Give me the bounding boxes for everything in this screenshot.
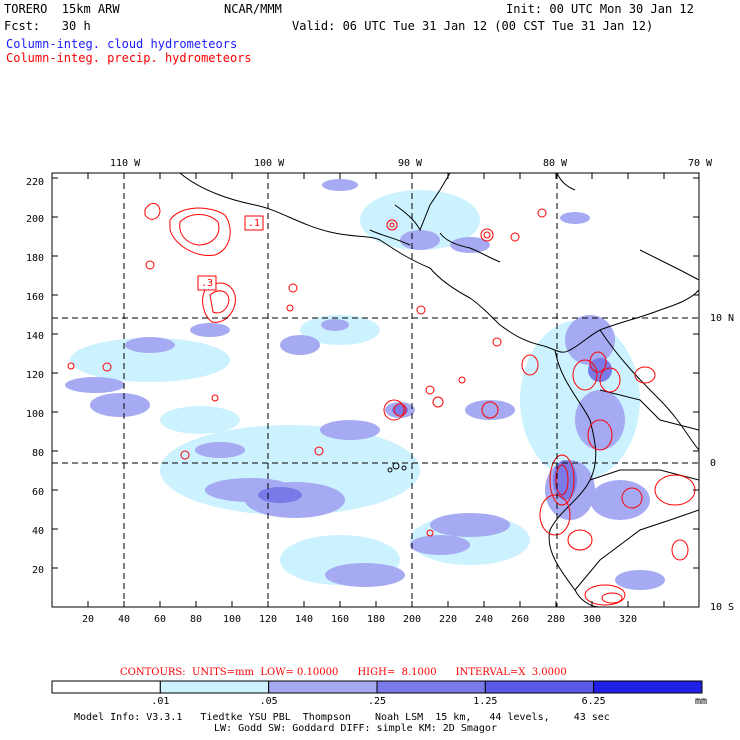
init-time: Init: 00 UTC Mon 30 Jan 12 xyxy=(506,2,694,16)
y-tick-label: 220 xyxy=(26,177,45,188)
lon-label-80w: 80 W xyxy=(543,158,568,169)
colorbar-label: .25 xyxy=(367,696,387,707)
precip-contours xyxy=(67,203,696,606)
box-label-1: .1 xyxy=(248,218,261,229)
colorbar-units: mm xyxy=(695,696,708,707)
x-tick-label: 240 xyxy=(475,614,494,625)
physics-info: LW: Godd SW: Goddard DIFF: simple KM: 2D… xyxy=(214,723,497,734)
colorbar-label: 1.25 xyxy=(473,696,498,707)
lon-label-110w: 110 W xyxy=(110,158,141,169)
x-tick-label: 100 xyxy=(223,614,242,625)
forecast-hour: Fcst: 30 h xyxy=(4,19,91,33)
contour-box-marker xyxy=(197,275,217,291)
y-tick-label: 60 xyxy=(32,487,45,498)
y-tick-label: 40 xyxy=(32,526,45,537)
model-info: Model Info: V3.3.1 Tiedtke YSU PBL Thomp… xyxy=(74,712,610,723)
colorbar-swatch xyxy=(376,680,486,694)
colorbar-label: .01 xyxy=(151,696,170,707)
x-tick-label: 160 xyxy=(331,614,350,625)
y-tick-label: 20 xyxy=(32,565,45,576)
lat-label-0: 0 xyxy=(710,458,717,469)
contour-info: CONTOURS: UNITS=mm LOW= 0.10000 HIGH= 8.… xyxy=(120,667,567,678)
lat-lon-grid xyxy=(52,173,699,607)
center-label: NCAR/MMM xyxy=(224,2,282,16)
contour-box-marker xyxy=(244,215,264,231)
box-label-3: .3 xyxy=(201,278,214,289)
y-tick-label: 180 xyxy=(26,253,45,264)
x-tick-label: 280 xyxy=(547,614,566,625)
x-tick-label: 300 xyxy=(583,614,602,625)
lat-label-10s: 10 S xyxy=(710,602,735,613)
x-tick-label: 200 xyxy=(403,614,422,625)
colorbar-swatch xyxy=(593,680,703,694)
x-tick-label: 220 xyxy=(439,614,458,625)
x-tick-label: 120 xyxy=(259,614,278,625)
model-title: TORERO 15km ARW xyxy=(4,2,120,16)
y-tick-label: 160 xyxy=(26,292,45,303)
axis-ticks xyxy=(51,173,699,608)
legend-precip-hydrometeors: Column-integ. precip. hydrometeors xyxy=(6,51,252,65)
x-tick-label: 80 xyxy=(190,614,203,625)
colorbar-swatch xyxy=(268,680,378,694)
lon-label-100w: 100 W xyxy=(254,158,285,169)
map-field xyxy=(52,173,699,607)
colorbar-swatch xyxy=(484,680,595,694)
y-tick-label: 120 xyxy=(26,370,45,381)
colorbar-swatch xyxy=(51,680,161,694)
legend-cloud-hydrometeors: Column-integ. cloud hydrometeors xyxy=(6,37,238,51)
coastlines xyxy=(179,173,699,607)
y-tick-label: 80 xyxy=(32,448,45,459)
x-tick-label: 40 xyxy=(118,614,131,625)
colorbar-label: 6.25 xyxy=(581,696,606,707)
valid-time: Valid: 06 UTC Tue 31 Jan 12 (00 CST Tue … xyxy=(292,19,654,33)
colorbar-label: .05 xyxy=(259,696,278,707)
x-tick-label: 320 xyxy=(619,614,638,625)
colorbar-swatch xyxy=(159,680,270,694)
x-tick-label: 60 xyxy=(154,614,167,625)
lat-label-10n: 10 N xyxy=(710,313,735,324)
y-tick-label: 200 xyxy=(26,214,45,225)
y-tick-label: 100 xyxy=(26,409,45,420)
x-tick-label: 260 xyxy=(511,614,530,625)
x-tick-label: 20 xyxy=(82,614,95,625)
lon-label-90w: 90 W xyxy=(398,158,423,169)
x-tick-label: 140 xyxy=(295,614,314,625)
y-tick-label: 140 xyxy=(26,331,45,342)
x-tick-label: 180 xyxy=(367,614,386,625)
lon-label-70w: 70 W xyxy=(688,158,713,169)
